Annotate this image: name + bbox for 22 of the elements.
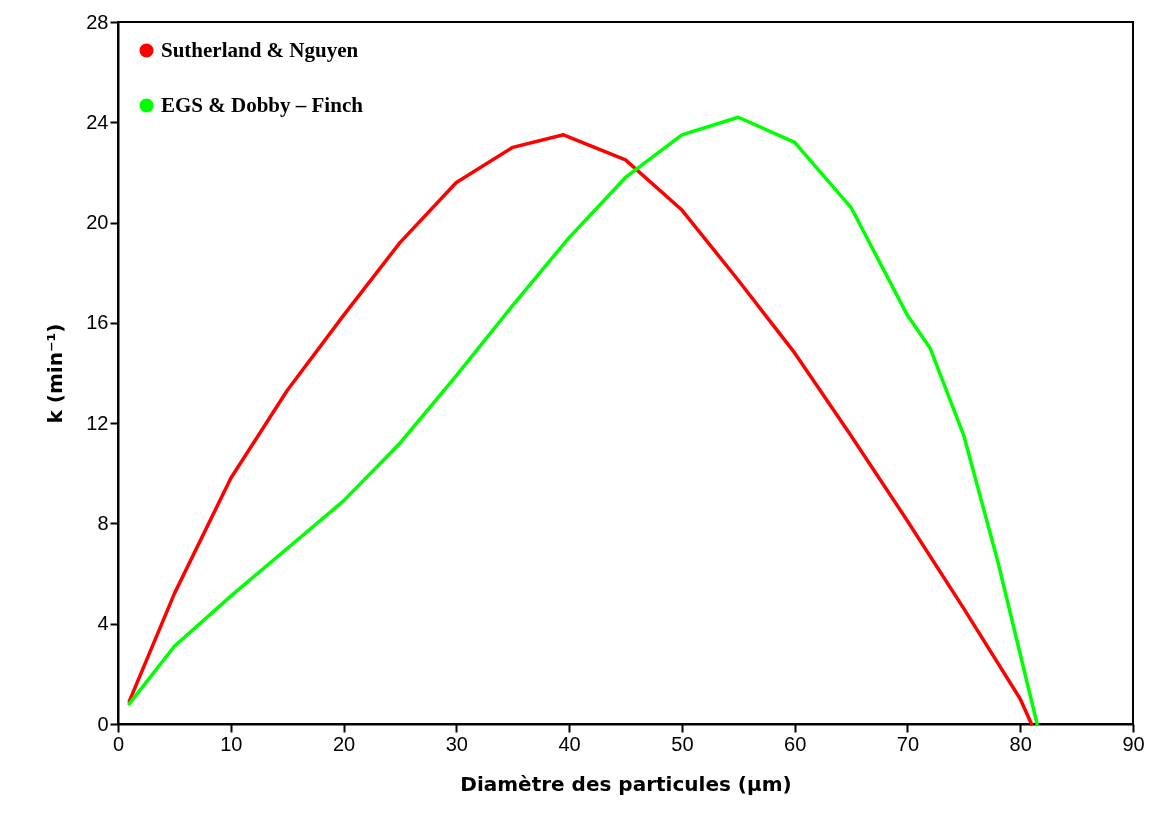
x-tick-label: 30 <box>445 732 468 755</box>
y-tick-label: 16 <box>86 311 109 334</box>
legend-label: Sutherland & Nguyen <box>161 37 359 62</box>
x-tick-label: 80 <box>1009 732 1032 755</box>
x-tick-label: 60 <box>784 732 807 755</box>
y-tick-label: 20 <box>86 211 109 234</box>
y-tick-label: 8 <box>97 511 109 534</box>
x-tick-label: 90 <box>1122 732 1145 755</box>
y-axis-title: k (min⁻¹) <box>43 323 68 424</box>
y-tick-label: 12 <box>86 411 109 434</box>
x-tick-label: 10 <box>220 732 243 755</box>
y-tick-label: 28 <box>86 10 109 33</box>
x-tick-label: 0 <box>112 732 125 755</box>
y-tick-label: 24 <box>86 110 109 133</box>
x-tick-label: 40 <box>558 732 581 755</box>
x-tick-label: 70 <box>896 732 920 755</box>
x-tick-label: 20 <box>332 732 356 755</box>
y-tick-label: 0 <box>97 712 109 735</box>
legend-label: EGS & Dobby – Finch <box>161 92 364 117</box>
x-tick-label: 50 <box>671 732 694 755</box>
x-axis-title: Diamètre des particules (µm) <box>460 771 792 796</box>
y-tick-label: 4 <box>97 612 109 635</box>
